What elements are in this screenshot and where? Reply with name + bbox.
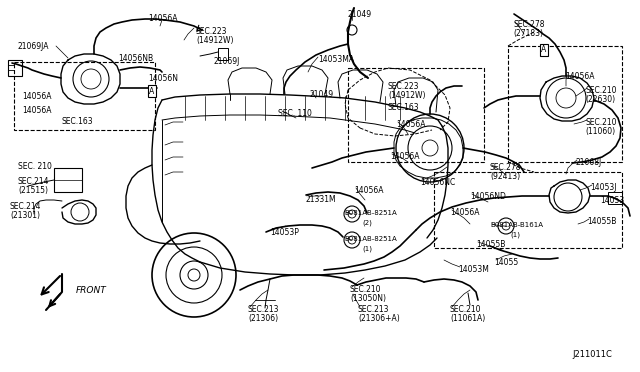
Bar (8, 60, 22, 76)
Text: (21301): (21301) (10, 211, 40, 220)
Text: 14055: 14055 (494, 258, 518, 267)
Text: (14912W): (14912W) (388, 91, 426, 100)
Text: 14053P: 14053P (270, 228, 299, 237)
Text: SEC.210: SEC.210 (450, 305, 481, 314)
Text: A: A (149, 87, 155, 96)
Text: SEC.163: SEC.163 (388, 103, 420, 112)
Text: 14056NB: 14056NB (118, 54, 153, 63)
Text: SEC. 210: SEC. 210 (18, 162, 52, 171)
Text: 14056NC: 14056NC (420, 178, 455, 187)
Text: (1): (1) (510, 232, 520, 238)
Text: 14056A: 14056A (22, 92, 51, 101)
Text: SEC.214: SEC.214 (10, 202, 42, 211)
Text: (11060): (11060) (585, 127, 615, 136)
Bar (508, 46, 622, 162)
Text: SEC.223: SEC.223 (388, 82, 419, 91)
Text: 14055B: 14055B (476, 240, 506, 249)
Text: SEC.278: SEC.278 (490, 163, 522, 172)
Text: (2): (2) (362, 220, 372, 227)
Text: SEC.210: SEC.210 (585, 118, 616, 127)
Text: A: A (541, 45, 547, 55)
Text: (14912W): (14912W) (196, 36, 234, 45)
Text: SEC.278: SEC.278 (513, 20, 545, 29)
Text: SEC.213: SEC.213 (358, 305, 390, 314)
Bar (608, 192, 622, 204)
Text: 14056A: 14056A (22, 106, 51, 115)
Text: SEC. 110: SEC. 110 (278, 109, 312, 118)
Text: J211011C: J211011C (572, 350, 612, 359)
Text: SEC.163: SEC.163 (62, 117, 93, 126)
Text: B081AB-8251A: B081AB-8251A (344, 210, 397, 216)
Text: 14056A: 14056A (390, 152, 419, 161)
Text: B081AB-B161A: B081AB-B161A (490, 222, 543, 228)
Text: 14056A: 14056A (354, 186, 383, 195)
Text: (13050N): (13050N) (350, 294, 386, 303)
Text: 21068J: 21068J (575, 158, 601, 167)
Text: FRONT: FRONT (76, 286, 107, 295)
Text: 14053M: 14053M (458, 265, 489, 274)
Text: 14055B: 14055B (587, 217, 616, 226)
Text: 14053: 14053 (600, 196, 624, 205)
Bar (348, 68, 484, 162)
Text: 14056A: 14056A (396, 120, 426, 129)
Text: B081AB-8251A: B081AB-8251A (344, 236, 397, 242)
Text: 21331M: 21331M (306, 195, 337, 204)
Text: 21049: 21049 (310, 90, 334, 99)
Bar (14, 62, 155, 130)
Text: (21306+A): (21306+A) (358, 314, 400, 323)
Text: SEC.213: SEC.213 (248, 305, 280, 314)
Text: SEC.210: SEC.210 (585, 86, 616, 95)
Text: 21069JA: 21069JA (18, 42, 49, 51)
Text: 21049: 21049 (348, 10, 372, 19)
Text: (1): (1) (362, 246, 372, 253)
Bar (218, 48, 228, 60)
Text: 21069J: 21069J (213, 57, 239, 66)
Text: 14056ND: 14056ND (470, 192, 506, 201)
Text: 14056A: 14056A (450, 208, 479, 217)
Text: 14053J: 14053J (590, 183, 616, 192)
Text: (11061A): (11061A) (450, 314, 485, 323)
Text: 14056A: 14056A (565, 72, 595, 81)
Text: SEC.214: SEC.214 (18, 177, 49, 186)
Text: SEC.210: SEC.210 (350, 285, 381, 294)
Text: (27183): (27183) (513, 29, 543, 38)
Text: 14053MA: 14053MA (318, 55, 354, 64)
Text: (21515): (21515) (18, 186, 48, 195)
Text: (92413): (92413) (490, 172, 520, 181)
Bar (54, 168, 82, 192)
Text: 14056N: 14056N (148, 74, 178, 83)
Text: 14056A: 14056A (148, 14, 177, 23)
Text: (22630): (22630) (585, 95, 615, 104)
Text: SEC.223: SEC.223 (196, 27, 227, 36)
Text: (21306): (21306) (248, 314, 278, 323)
Bar (434, 172, 622, 248)
